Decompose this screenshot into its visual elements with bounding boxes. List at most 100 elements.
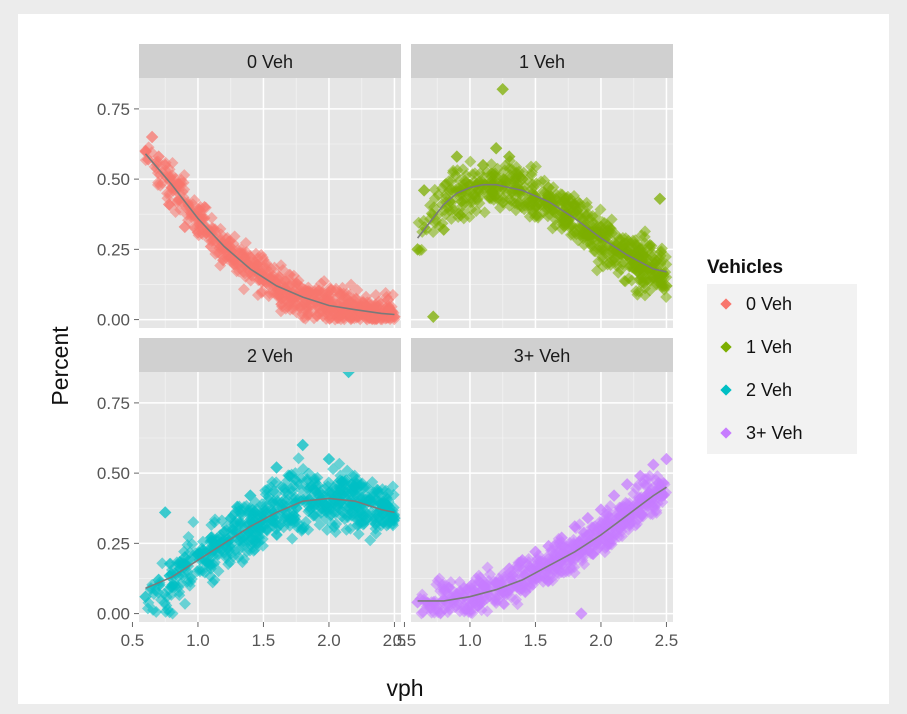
x-tick-label: 2.0 <box>589 631 613 650</box>
data-point <box>439 579 452 592</box>
data-point <box>145 130 159 144</box>
faceted-scatter-chart: 0 Veh 1 Veh 2 Veh 3+ Veh 0.00 0.25 0.50 0.75 0.… <box>47 44 857 701</box>
data-point <box>166 169 179 182</box>
legend-swatch <box>720 384 732 396</box>
data-point <box>503 150 516 163</box>
x-tick-label: 1.5 <box>524 631 548 650</box>
data-point <box>462 606 475 618</box>
legend-swatch <box>720 341 732 353</box>
data-point <box>257 500 270 513</box>
data-point <box>463 584 477 598</box>
data-point <box>575 607 588 620</box>
data-point <box>351 284 364 296</box>
x-tick-label: 1.0 <box>186 631 210 650</box>
data-point <box>542 539 555 553</box>
data-point <box>340 523 353 536</box>
data-point <box>283 268 296 281</box>
data-point <box>342 372 355 379</box>
data-point <box>205 211 218 224</box>
smooth-trend-line <box>145 497 395 590</box>
legend-label: 1 Veh <box>746 337 792 357</box>
data-point <box>427 310 440 323</box>
y-tick-label: 0.75 <box>97 394 130 413</box>
x-tick-label: 1.0 <box>458 631 482 650</box>
data-point <box>639 225 651 238</box>
y-axis-title: Percent <box>47 326 73 406</box>
data-point <box>555 531 568 544</box>
data-point <box>437 223 450 236</box>
data-point <box>388 511 401 525</box>
data-point <box>503 562 516 575</box>
facet-strip-label: 1 Veh <box>519 52 565 72</box>
data-point <box>290 306 303 319</box>
data-point <box>602 512 615 525</box>
data-point <box>327 463 340 476</box>
data-point <box>623 518 636 531</box>
y-tick-label: 0.00 <box>97 605 130 624</box>
data-point <box>352 528 365 540</box>
data-point <box>322 309 335 321</box>
facet-strip-label: 2 Veh <box>247 346 293 366</box>
data-point <box>191 226 205 239</box>
data-point <box>244 489 257 502</box>
data-point <box>204 240 218 253</box>
data-point <box>286 485 298 498</box>
smooth-trend-line <box>417 486 667 602</box>
data-point <box>321 480 334 493</box>
data-point <box>369 288 382 301</box>
data-point <box>411 243 424 256</box>
data-point <box>337 499 350 512</box>
data-point <box>529 545 542 558</box>
data-point <box>301 306 314 319</box>
data-point <box>158 158 172 172</box>
facet-strip-label: 3+ Veh <box>514 346 571 366</box>
data-point <box>627 487 640 500</box>
panel-2: 1 Veh <box>411 44 673 328</box>
data-point <box>321 501 334 514</box>
data-point <box>292 452 305 465</box>
data-point <box>371 483 384 496</box>
y-tick-label: 0.50 <box>97 170 130 189</box>
figure-frame: 0 Veh 1 Veh 2 Veh 3+ Veh 0.00 0.25 0.50 0.75 0.… <box>18 14 889 704</box>
data-point <box>476 158 490 172</box>
x-tick-label: 2.5 <box>655 631 679 650</box>
data-point <box>375 497 388 511</box>
legend-title: Vehicles <box>707 257 783 278</box>
legend-label: 2 Veh <box>746 380 792 400</box>
legend-label: 3+ Veh <box>746 423 803 443</box>
data-point <box>364 534 377 547</box>
data-point <box>308 312 320 325</box>
data-point <box>329 507 342 520</box>
facet-strip <box>411 338 673 372</box>
data-point <box>169 206 182 218</box>
data-point <box>173 193 186 206</box>
data-point <box>228 230 241 243</box>
data-point <box>272 496 285 509</box>
legend-key-background <box>707 284 857 454</box>
data-point <box>303 503 316 516</box>
smooth-trend-line <box>416 183 667 273</box>
data-point <box>607 489 621 502</box>
data-point <box>318 275 331 288</box>
data-point <box>525 160 538 173</box>
legend-label: 0 Veh <box>746 294 792 314</box>
data-point <box>244 265 257 279</box>
data-point <box>654 249 667 262</box>
data-point <box>344 309 357 322</box>
legend: Vehicles 0 Veh 1 Veh 2 Veh 3+ Veh <box>707 257 857 454</box>
x-tick-label: 2.5 <box>383 631 407 650</box>
facet-strip <box>139 44 401 78</box>
facet-strip-label: 0 Veh <box>247 52 293 72</box>
data-point <box>489 142 503 155</box>
legend-swatch <box>720 427 732 439</box>
data-point <box>616 239 628 252</box>
data-point <box>270 461 283 474</box>
data-point <box>610 229 623 242</box>
legend-swatch <box>720 298 732 310</box>
y-tick-label: 0.00 <box>97 311 130 330</box>
data-point <box>301 474 314 487</box>
smooth-trend-line <box>144 153 395 316</box>
panel-4: 3+ Veh <box>411 338 673 622</box>
y-tick-label: 0.75 <box>97 100 130 119</box>
data-point <box>322 293 336 307</box>
